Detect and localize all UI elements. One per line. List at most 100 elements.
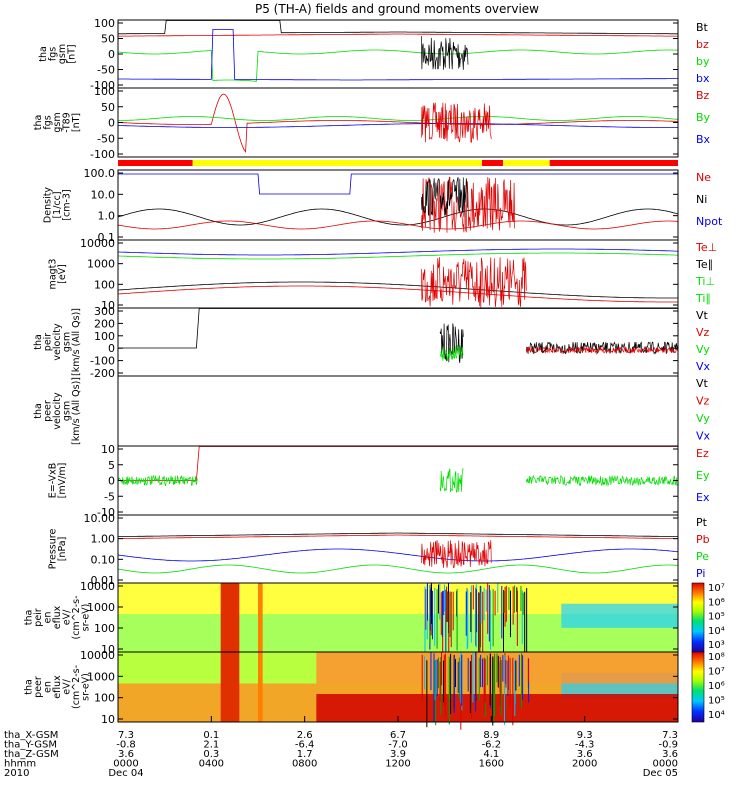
spectrogram-streak (457, 661, 459, 693)
y-tick-label: -50 (97, 132, 115, 145)
x-tick-label: 2.6 (297, 730, 313, 741)
x-tick-label: 2000 (572, 759, 597, 770)
y-tick-label: -100 (90, 148, 115, 161)
y-label-line: [mV/m] (57, 463, 68, 499)
spectrogram-streak (526, 588, 528, 655)
series-by (117, 49, 679, 82)
spectrogram-streak (441, 652, 443, 686)
spectrogram-hot-stripe (220, 583, 240, 652)
spectrogram-streak (502, 590, 504, 656)
x-tick-label: 1.7 (297, 749, 313, 760)
y-tick-label: 0.1 (98, 231, 116, 244)
series-Te-par (117, 281, 678, 299)
legend-label: Ne (696, 171, 711, 184)
spectrogram-streak (429, 589, 431, 631)
y-tick-label: 1.00 (91, 533, 116, 546)
panel-peer_eflux: 10000 1000 100 10 thapeerenefluxeV/(cm^2-s-s… (24, 649, 725, 730)
y-label-line: Pressure (47, 529, 58, 570)
y-tick-label: 0 (108, 48, 115, 61)
y-tick-label: 0.10 (91, 553, 116, 566)
series-bz (117, 33, 679, 37)
spectrogram-streak (461, 654, 463, 706)
y-label-line: tha (24, 610, 35, 626)
spectrogram-streak (492, 589, 494, 647)
spectrogram-streak (424, 586, 426, 652)
spectrogram-streak (446, 586, 448, 622)
spectrogram-streak (503, 591, 505, 613)
series-Vy-burst (439, 345, 464, 361)
x-tick-label: -0.8 (116, 740, 136, 751)
y-tick-label: 5 (108, 459, 115, 472)
series-Pe (117, 564, 679, 574)
spectrogram-streak (465, 591, 467, 636)
spectrogram-streak (440, 592, 442, 635)
y-tick-label: 100 (94, 278, 115, 291)
spectrogram-streak (421, 654, 423, 701)
spectrogram-streak (518, 654, 520, 687)
colorbar-label: 10⁸ (708, 652, 725, 663)
mode-bar-segment (482, 160, 503, 166)
colorbar-label: 10⁶ (708, 597, 725, 608)
spectrogram-streak (472, 652, 474, 703)
x-tick-label: 1600 (479, 759, 504, 770)
spectrogram-streak (443, 654, 445, 706)
series-By (118, 116, 679, 121)
spectrogram-streak (426, 660, 428, 728)
spectrogram-streak (454, 658, 456, 688)
x-tick-label: 9.3 (577, 730, 593, 741)
figure-title: P5 (TH-A) fields and ground moments over… (255, 2, 539, 16)
spectrogram-streak (467, 658, 469, 692)
series-Ey-tail (525, 474, 678, 487)
x-tick-label: 1200 (385, 759, 410, 770)
y-tick-label: 10 (101, 299, 115, 312)
x-tick-label: 6.7 (390, 730, 406, 741)
spectrogram-streak (456, 588, 458, 651)
y-tick-label: 300 (94, 305, 115, 318)
spectrogram-streak (470, 585, 472, 643)
legend-label: Bz (696, 89, 710, 102)
series-Te-perp-noise (420, 257, 527, 308)
spectrogram-streak (460, 652, 462, 704)
y-label: Density[1/cc][cm-3] (43, 187, 73, 223)
spectrogram-streak (475, 652, 477, 712)
y-label-line: (cm^2-s- (71, 665, 82, 709)
legend-label: By (696, 111, 711, 124)
legend-label: Vt (696, 309, 709, 322)
spectrogram-streak (440, 657, 442, 715)
x-row-label: 2010 (4, 768, 29, 779)
y-label-line: peir (33, 608, 44, 627)
colorbar (691, 651, 705, 723)
series-Bz (117, 93, 678, 153)
y-label: Pressure[nPa] (47, 529, 68, 570)
spectrogram-streak (478, 657, 480, 701)
spectrogram-streak (443, 590, 445, 616)
spectrogram-stripe (258, 583, 263, 652)
y-label-line: tha (38, 46, 49, 62)
legend-label: Npot (696, 215, 723, 228)
y-tick-label: 0 (108, 342, 115, 355)
spectrogram-streak (488, 585, 490, 642)
y-tick-label: 0.01 (91, 574, 116, 587)
spectrogram-streak (504, 587, 506, 627)
legend-label: Ey (696, 469, 710, 482)
spectrogram-streak (470, 592, 472, 633)
spectrogram-streak (521, 590, 523, 644)
spectrogram-streak (520, 585, 522, 612)
series-Ez (118, 446, 678, 481)
spectrogram-streak (494, 653, 496, 717)
mode-bar-segment (192, 160, 482, 166)
series-Bx (118, 123, 678, 128)
spectrogram-streak (500, 660, 502, 716)
spectrogram-streak (430, 583, 432, 624)
spectrogram-streak (480, 654, 482, 688)
y-tick-label: -100 (90, 355, 115, 368)
y-label-line: gsm (62, 401, 73, 421)
spectrogram-streak (527, 658, 529, 683)
y-label-line: fgs (43, 115, 54, 129)
